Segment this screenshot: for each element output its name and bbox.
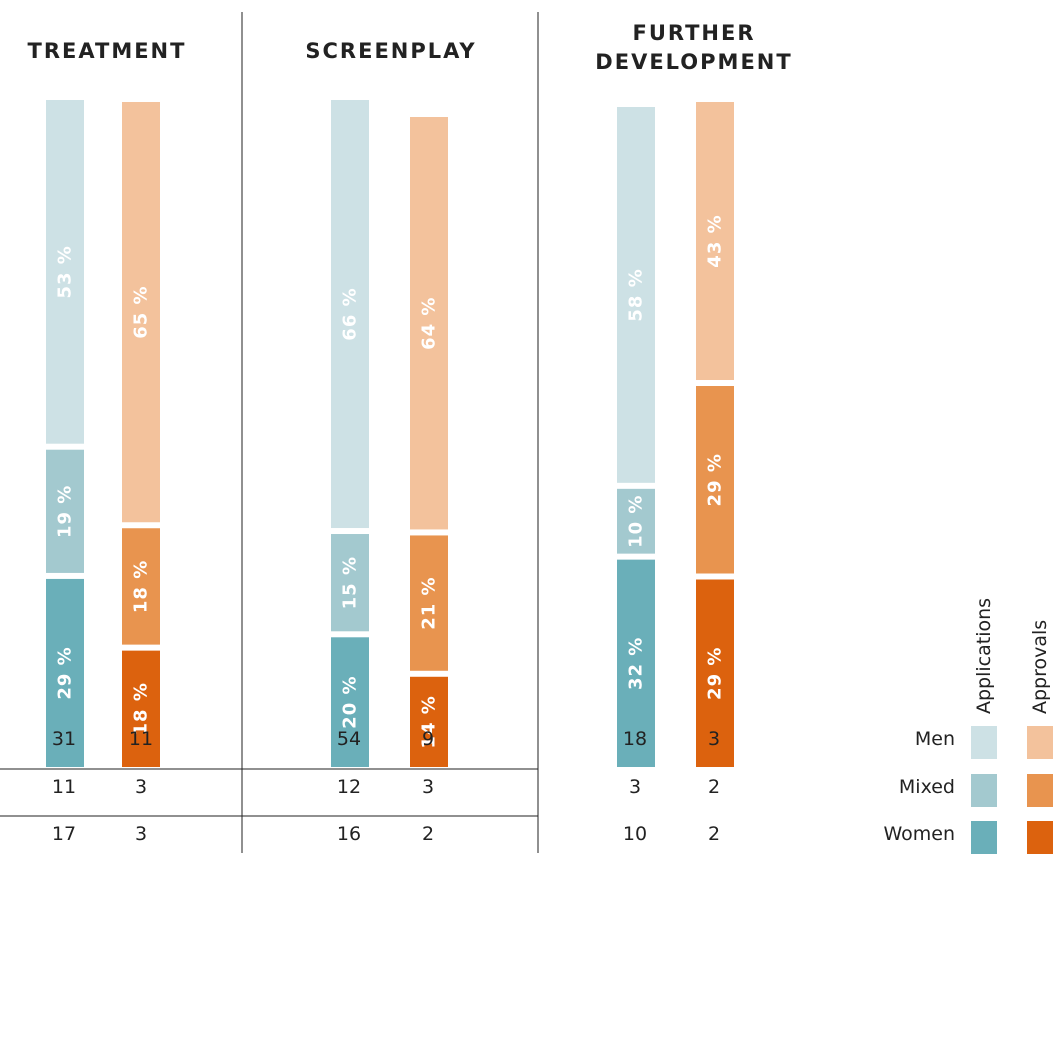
- bar-screenplay-approvals-men: [410, 117, 448, 530]
- count-further-development-applications-men: 18: [623, 728, 647, 750]
- row-label-women: Women: [883, 823, 955, 845]
- legend-swatch-approvals-mixed: [1027, 774, 1053, 807]
- count-further-development-applications-mixed: 3: [629, 776, 641, 798]
- bar-screenplay-applications-women: [331, 637, 369, 767]
- count-further-development-applications-women: 10: [623, 823, 647, 845]
- count-treatment-approvals-mixed: 3: [135, 776, 147, 798]
- row-label-men: Men: [915, 728, 955, 750]
- group-title-further-development: FURTHER: [632, 21, 755, 45]
- data-label-further-development-approvals-mixed: 29 %: [705, 453, 726, 506]
- data-label-treatment-applications-women: 29 %: [55, 646, 76, 699]
- bar-treatment-approvals-men: [122, 102, 160, 523]
- count-screenplay-approvals-men: 9: [422, 728, 434, 750]
- data-label-further-development-applications-women: 32 %: [626, 637, 647, 690]
- bar-treatment-applications-men: [46, 100, 84, 444]
- group-title-screenplay: SCREENPLAY: [305, 39, 476, 63]
- bar-screenplay-approvals-mixed: [410, 535, 448, 671]
- count-further-development-approvals-women: 2: [708, 823, 720, 845]
- legend-header-applications: Applications: [973, 598, 995, 714]
- data-label-further-development-approvals-women: 29 %: [705, 647, 726, 700]
- legend-swatch-applications-mixed: [971, 774, 997, 807]
- count-screenplay-applications-mixed: 12: [337, 776, 361, 798]
- count-treatment-applications-men: 31: [52, 728, 76, 750]
- data-label-screenplay-applications-mixed: 15 %: [340, 556, 361, 609]
- bar-screenplay-approvals-women: [410, 676, 448, 767]
- data-label-screenplay-applications-men: 66 %: [340, 287, 361, 340]
- bar-further-development-approvals-mixed: [696, 386, 734, 574]
- data-label-treatment-approvals-men: 65 %: [131, 285, 152, 338]
- data-label-further-development-applications-men: 58 %: [626, 268, 647, 321]
- legend-swatch-approvals-women: [1027, 821, 1053, 854]
- count-further-development-approvals-men: 3: [708, 728, 720, 750]
- data-label-screenplay-approvals-women: 14 %: [419, 695, 440, 748]
- data-label-further-development-applications-mixed: 10 %: [626, 495, 647, 548]
- row-label-mixed: Mixed: [899, 776, 955, 798]
- data-label-treatment-approvals-women: 18 %: [131, 682, 152, 735]
- data-label-further-development-approvals-men: 43 %: [705, 214, 726, 267]
- data-label-screenplay-applications-women: 20 %: [340, 675, 361, 728]
- bar-treatment-approvals-mixed: [122, 528, 160, 645]
- count-treatment-approvals-men: 11: [129, 728, 153, 750]
- count-screenplay-approvals-mixed: 3: [422, 776, 434, 798]
- count-treatment-applications-mixed: 11: [52, 776, 76, 798]
- data-label-treatment-applications-men: 53 %: [55, 245, 76, 298]
- bar-treatment-applications-mixed: [46, 449, 84, 573]
- count-screenplay-applications-women: 16: [337, 823, 361, 845]
- bar-treatment-approvals-women: [122, 650, 160, 767]
- legend-swatch-applications-men: [971, 726, 997, 759]
- bar-further-development-approvals-men: [696, 102, 734, 381]
- legend-swatch-approvals-men: [1027, 726, 1053, 759]
- data-label-screenplay-approvals-men: 64 %: [419, 297, 440, 350]
- bar-further-development-applications-women: [617, 559, 655, 767]
- count-further-development-approvals-mixed: 2: [708, 776, 720, 798]
- count-treatment-approvals-women: 3: [135, 823, 147, 845]
- count-screenplay-approvals-women: 2: [422, 823, 434, 845]
- bar-further-development-applications-men: [617, 107, 655, 483]
- bar-further-development-applications-mixed: [617, 488, 655, 554]
- legend-swatch-applications-women: [971, 821, 997, 854]
- count-treatment-applications-women: 17: [52, 823, 76, 845]
- bar-screenplay-applications-men: [331, 100, 369, 529]
- data-label-screenplay-approvals-mixed: 21 %: [419, 576, 440, 629]
- data-label-treatment-applications-mixed: 19 %: [55, 485, 76, 538]
- count-screenplay-applications-men: 54: [337, 728, 361, 750]
- data-label-treatment-approvals-mixed: 18 %: [131, 560, 152, 613]
- bar-screenplay-applications-mixed: [331, 534, 369, 632]
- group-title-further-development: DEVELOPMENT: [595, 50, 792, 74]
- group-title-treatment: TREATMENT: [28, 39, 187, 63]
- bar-treatment-applications-women: [46, 578, 84, 767]
- legend-header-approvals: Approvals: [1029, 620, 1051, 714]
- bar-further-development-approvals-women: [696, 579, 734, 767]
